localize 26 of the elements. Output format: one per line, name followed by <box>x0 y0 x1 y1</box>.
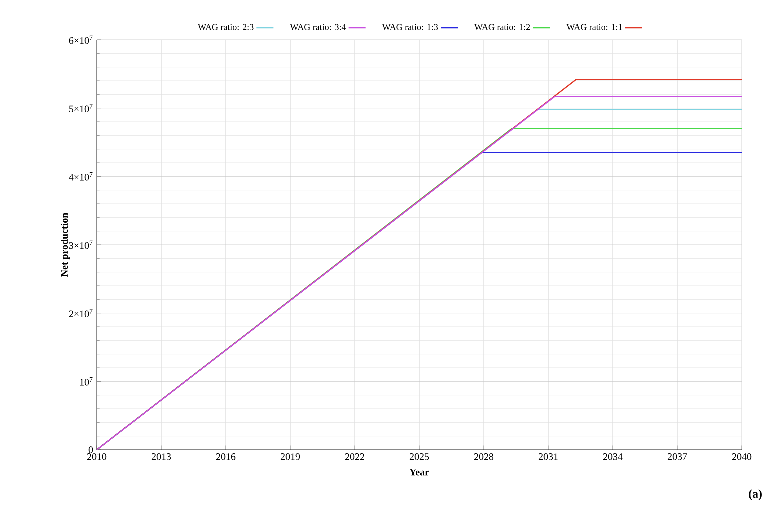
y-tick-label: 6×10$^{7}$ <box>69 36 93 44</box>
y-tick-label: 4×10$^{7}$ <box>69 172 93 181</box>
y-tick-label: 3×10$^{7}$ <box>69 240 93 250</box>
x-tick-label: 2037 <box>668 454 688 460</box>
x-tick-label: 2010 <box>87 454 107 460</box>
y-tick-label: 2×10$^{7}$ <box>69 309 93 318</box>
x-axis-title: Year <box>410 469 430 476</box>
y-tick-label: 10$^{7}$ <box>80 378 93 386</box>
x-tick-label: 2028 <box>474 454 494 460</box>
text: (a) <box>749 490 762 500</box>
y-tick-label: 0 <box>88 446 94 454</box>
y-tick-label: 5×10$^{7}$ <box>70 104 93 112</box>
legend-label: WAG ratio: 1:1 <box>566 24 622 30</box>
x-tick-label: 2019 <box>280 454 300 460</box>
x-tick-label: 2025 <box>410 454 430 460</box>
legend-label: WAG ratio: 1:3 <box>382 24 438 30</box>
x-tick-label: 2013 <box>152 454 172 460</box>
legend-label: WAG ratio: 3:4 <box>290 24 346 30</box>
x-tick-label: 2040 <box>732 454 752 460</box>
x-tick-label: 2022 <box>345 454 364 460</box>
legend-label: WAG ratio: 1:2 <box>474 24 530 30</box>
x-tick-label: 2016 <box>216 454 236 460</box>
x-tick-label: 2034 <box>603 454 623 460</box>
x-tick-label: 2031 <box>538 454 558 460</box>
legend-label: WAG ratio: 2:3 <box>198 24 254 30</box>
y-axis-title: Net production <box>61 213 70 277</box>
